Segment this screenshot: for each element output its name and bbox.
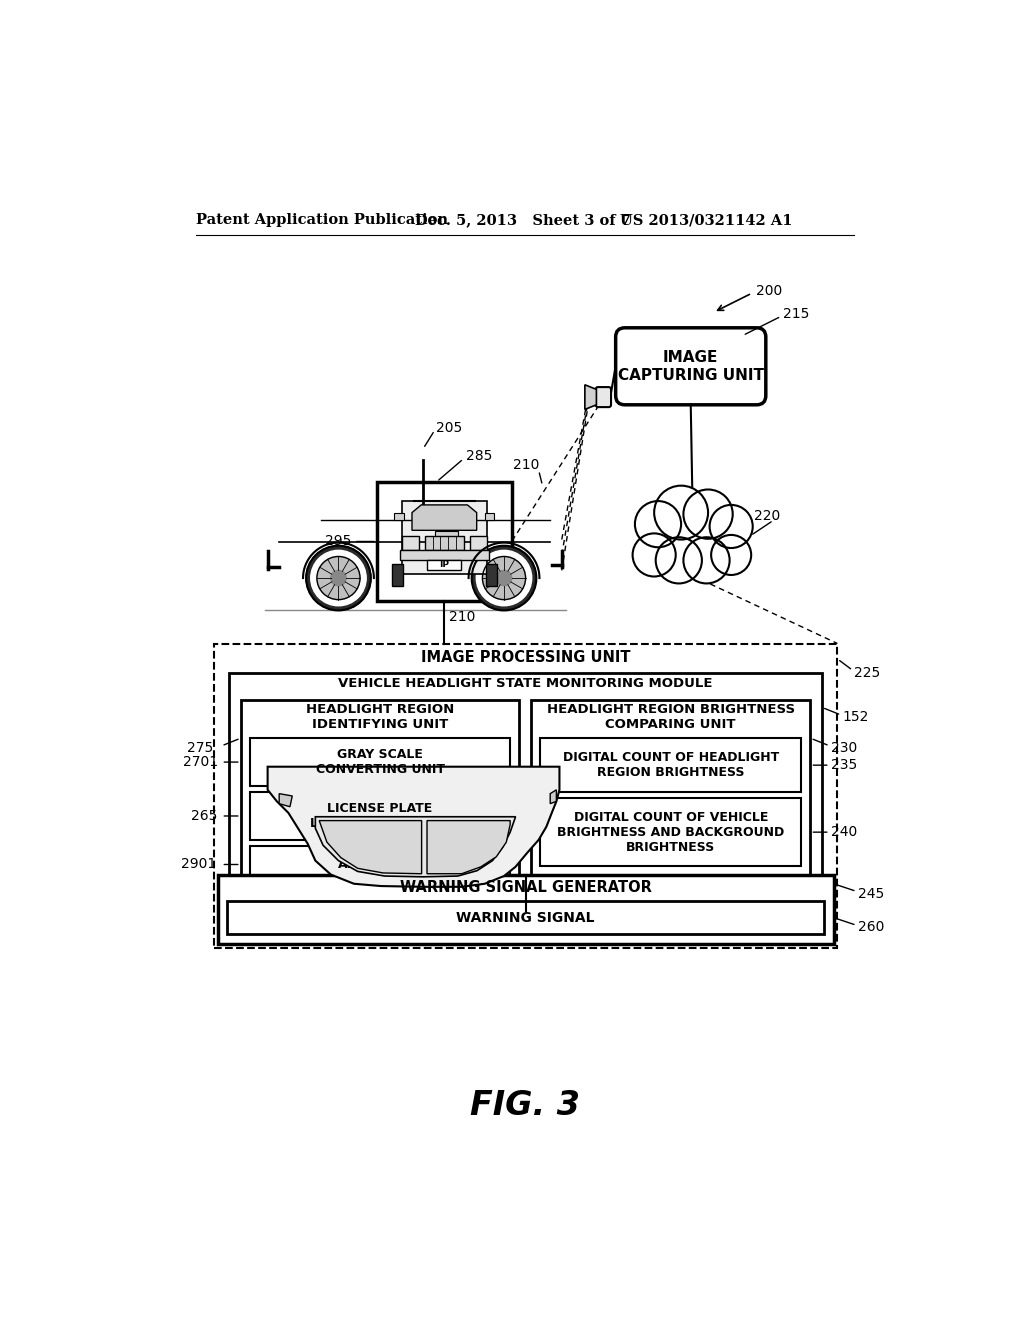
Polygon shape xyxy=(412,506,477,531)
Bar xyxy=(402,536,419,549)
Bar xyxy=(214,644,838,948)
Text: LICENSE PLATE
LOCALIZATION UNIT: LICENSE PLATE LOCALIZATION UNIT xyxy=(310,803,450,830)
Circle shape xyxy=(635,502,681,548)
Bar xyxy=(470,536,486,549)
Circle shape xyxy=(497,570,512,586)
Text: IMAGE
CAPTURING UNIT: IMAGE CAPTURING UNIT xyxy=(617,350,764,383)
Polygon shape xyxy=(319,821,422,874)
Bar xyxy=(250,846,510,883)
Text: 200: 200 xyxy=(756,284,782,298)
Polygon shape xyxy=(427,821,510,874)
Text: 265: 265 xyxy=(190,809,217,822)
Circle shape xyxy=(476,550,531,606)
Circle shape xyxy=(633,533,676,577)
Text: IP: IP xyxy=(439,561,450,569)
Text: Dec. 5, 2013   Sheet 3 of 7: Dec. 5, 2013 Sheet 3 of 7 xyxy=(416,213,632,227)
Polygon shape xyxy=(550,789,556,804)
Circle shape xyxy=(472,545,537,610)
Bar xyxy=(435,531,458,537)
Text: 2701: 2701 xyxy=(183,755,218,770)
Text: 220: 220 xyxy=(755,510,780,524)
Text: 235: 235 xyxy=(831,758,857,772)
Text: 2901: 2901 xyxy=(180,858,216,871)
Bar xyxy=(217,875,834,944)
Bar xyxy=(399,550,489,560)
Text: FIG. 3: FIG. 3 xyxy=(470,1089,580,1122)
Text: 295: 295 xyxy=(325,535,351,549)
Circle shape xyxy=(710,506,753,548)
Text: 275: 275 xyxy=(186,742,213,755)
Circle shape xyxy=(711,535,752,576)
Bar xyxy=(541,799,801,866)
Bar xyxy=(485,513,495,520)
Circle shape xyxy=(683,490,733,539)
Bar xyxy=(425,536,464,549)
Text: HEADLIGHT REGION BRIGHTNESS
COMPARING UNIT: HEADLIGHT REGION BRIGHTNESS COMPARING UN… xyxy=(547,702,795,731)
Text: HEADLIGHT REGION
IDENTIFYING UNIT: HEADLIGHT REGION IDENTIFYING UNIT xyxy=(306,702,455,731)
Polygon shape xyxy=(267,767,559,887)
Bar xyxy=(392,564,402,586)
Circle shape xyxy=(306,545,371,610)
Text: 230: 230 xyxy=(831,742,857,755)
FancyBboxPatch shape xyxy=(615,327,766,405)
Bar xyxy=(402,502,486,574)
FancyBboxPatch shape xyxy=(596,387,611,407)
Bar xyxy=(427,560,461,570)
Text: NETWORK: NETWORK xyxy=(649,536,736,550)
Text: Patent Application Publication: Patent Application Publication xyxy=(196,213,449,227)
Bar xyxy=(486,564,497,586)
Text: IMAGE PROCESSING UNIT: IMAGE PROCESSING UNIT xyxy=(421,649,631,665)
Bar xyxy=(541,738,801,792)
Text: 240: 240 xyxy=(831,825,857,840)
Text: 225: 225 xyxy=(854,665,881,680)
Text: 205: 205 xyxy=(436,421,463,434)
Bar xyxy=(377,482,512,601)
Text: 285: 285 xyxy=(466,449,493,463)
Bar xyxy=(226,902,824,933)
Text: 210: 210 xyxy=(449,610,475,623)
Text: ALGORITHM: ALGORITHM xyxy=(338,858,422,871)
Circle shape xyxy=(482,557,525,599)
Bar xyxy=(394,513,403,520)
Bar xyxy=(241,700,519,899)
Bar xyxy=(250,792,510,840)
Text: 260: 260 xyxy=(858,920,885,933)
Text: US 2013/0321142 A1: US 2013/0321142 A1 xyxy=(620,213,792,227)
Circle shape xyxy=(683,537,730,583)
Text: 245: 245 xyxy=(858,887,885,900)
Text: DIGITAL COUNT OF VEHICLE
BRIGHTNESS AND BACKGROUND
BRIGHTNESS: DIGITAL COUNT OF VEHICLE BRIGHTNESS AND … xyxy=(557,810,784,854)
Circle shape xyxy=(316,557,360,599)
Text: WARNING SIGNAL GENERATOR: WARNING SIGNAL GENERATOR xyxy=(399,880,651,895)
Bar xyxy=(250,738,510,785)
Ellipse shape xyxy=(640,520,745,566)
Bar xyxy=(531,700,810,899)
Polygon shape xyxy=(315,817,515,876)
Text: DIGITAL COUNT OF HEADLIGHT
REGION BRIGHTNESS: DIGITAL COUNT OF HEADLIGHT REGION BRIGHT… xyxy=(562,751,779,779)
Circle shape xyxy=(310,550,367,606)
Text: 215: 215 xyxy=(782,308,809,321)
Text: 152: 152 xyxy=(843,710,869,725)
Text: GRAY SCALE
CONVERTING UNIT: GRAY SCALE CONVERTING UNIT xyxy=(315,748,444,776)
Circle shape xyxy=(331,570,346,586)
Polygon shape xyxy=(585,385,596,409)
Text: 210: 210 xyxy=(513,458,540,471)
Bar xyxy=(229,673,822,911)
Polygon shape xyxy=(280,793,292,807)
Text: VEHICLE HEADLIGHT STATE MONITORING MODULE: VEHICLE HEADLIGHT STATE MONITORING MODUL… xyxy=(338,677,713,690)
Circle shape xyxy=(655,537,701,583)
Circle shape xyxy=(654,486,708,540)
Text: WARNING SIGNAL: WARNING SIGNAL xyxy=(457,911,595,924)
